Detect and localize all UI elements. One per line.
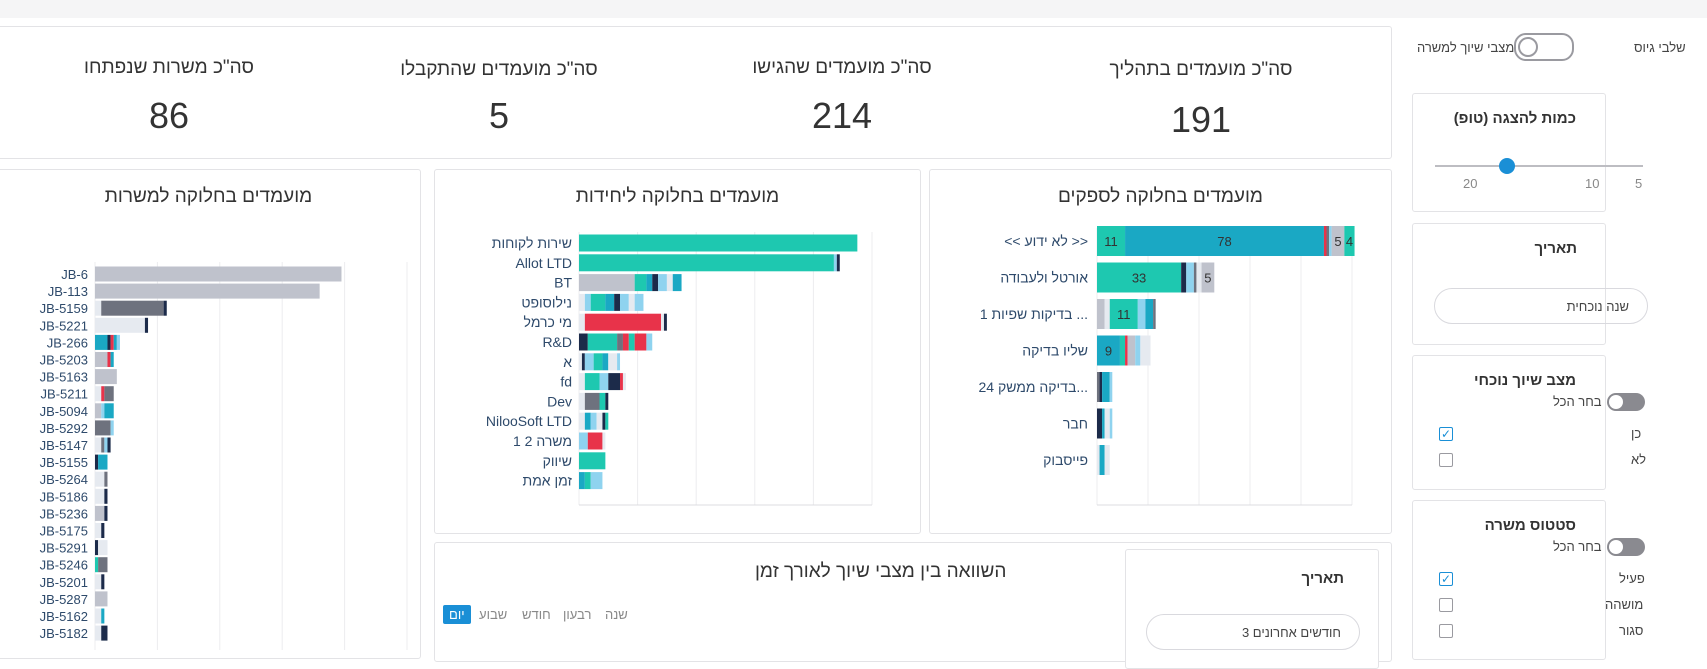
top-count-slider-handle[interactable]	[1499, 158, 1515, 174]
suppliers-chart-title: מועמדים בחלוקה לספקים	[1058, 186, 1263, 207]
period-month[interactable]: חודש	[522, 607, 551, 622]
assignment-option-no-label: לא	[1631, 452, 1647, 467]
job-status-active-label: פעיל	[1619, 571, 1645, 586]
slider-tick-20: 20	[1463, 176, 1478, 191]
period-week[interactable]: שבוע	[479, 607, 508, 622]
jobs-chart-title: מועמדים בחלוקה למשרות	[104, 186, 313, 207]
period-day[interactable]: יום	[443, 605, 471, 624]
assignment-status-title: מצב שיוך נוכחי	[1473, 372, 1576, 389]
kpi-accepted-title: סה"כ מועמדים שהתקבלו	[400, 59, 598, 80]
assignment-option-yes-label: כן	[1631, 426, 1642, 441]
job-status-paused-label: מושהה	[1605, 597, 1644, 612]
stages-status-toggle[interactable]	[1514, 33, 1574, 61]
units-chart-card: מועמדים בחלוקה ליחידות	[434, 169, 921, 534]
job-status-paused-checkbox[interactable]	[1439, 598, 1453, 612]
period-quarter[interactable]: רבעון	[563, 607, 592, 622]
slider-tick-10: 10	[1585, 176, 1600, 191]
kpi-in-process-value: 191	[1170, 99, 1232, 140]
job-status-select-all-label: בחר הכל	[1553, 539, 1602, 554]
kpi-card: סה"כ מועמדים בתהליך 191 סה"כ מועמדים שהג…	[0, 26, 1392, 159]
period-year[interactable]: שנה	[605, 607, 628, 622]
assignment-status-card: מצב שיוך נוכחי בחר הכל כן ✓ לא	[1412, 355, 1646, 490]
job-status-closed-label: סגור	[1619, 623, 1644, 638]
date-filter-card: תאריך שנה נוכחית	[1412, 223, 1648, 345]
jobs-chart-card: מועמדים בחלוקה למשרות	[0, 169, 421, 659]
job-status-select-all-toggle[interactable]	[1607, 538, 1645, 556]
top-count-title: כמות להצגה (טופ)	[1453, 110, 1576, 127]
units-chart-title: מועמדים בחלוקה ליחידות	[575, 186, 780, 207]
assignment-option-yes-checkbox[interactable]: ✓	[1439, 427, 1453, 441]
suppliers-chart-card: מועמדים בחלוקה לספקים	[929, 169, 1392, 534]
comparison-date-card: תאריך 3 חודשים אחרונים	[1125, 549, 1379, 669]
assignment-option-no-checkbox[interactable]	[1439, 453, 1453, 467]
job-status-closed-checkbox[interactable]	[1439, 624, 1453, 638]
assignment-select-all-label: בחר הכל	[1553, 394, 1602, 409]
job-status-title: סטטוס משרה	[1484, 517, 1576, 534]
comparison-title: השוואה בין מצבי שיוך לאורך זמן	[755, 561, 1007, 582]
stages-toggle-label: שלבי גיוס	[1634, 40, 1686, 55]
kpi-jobs-opened-value: 86	[148, 95, 190, 136]
kpi-accepted-value: 5	[488, 95, 510, 136]
kpi-submitted-value: 214	[811, 95, 873, 136]
top-count-card: כמות להצגה (טופ) 5 10 20	[1412, 93, 1643, 212]
job-status-active-checkbox[interactable]: ✓	[1439, 572, 1453, 586]
slider-tick-5: 5	[1635, 176, 1643, 191]
top-count-slider-track[interactable]	[1435, 165, 1643, 167]
kpi-jobs-opened-title: סה"כ משרות שנפתחו	[84, 57, 254, 78]
status-toggle-label: מצבי שיוך למשרה	[1417, 40, 1515, 55]
top-strip	[0, 0, 1707, 18]
date-filter-select[interactable]: שנה נוכחית	[1434, 288, 1648, 324]
comparison-card: השוואה בין מצבי שיוך לאורך זמן תאריך 3 ח…	[434, 542, 1392, 669]
comparison-date-select[interactable]: 3 חודשים אחרונים	[1146, 614, 1360, 650]
assignment-select-all-toggle[interactable]	[1607, 393, 1645, 411]
kpi-in-process-title: סה"כ מועמדים בתהליך	[1109, 59, 1293, 80]
date-filter-title: תאריך	[1534, 240, 1577, 257]
job-status-card: סטטוס משרה בחר הכל פעיל ✓ מושהה סגור	[1412, 500, 1645, 660]
kpi-submitted-title: סה"כ מועמדים שהגישו	[752, 57, 932, 78]
comparison-date-title: תאריך	[1301, 570, 1344, 587]
